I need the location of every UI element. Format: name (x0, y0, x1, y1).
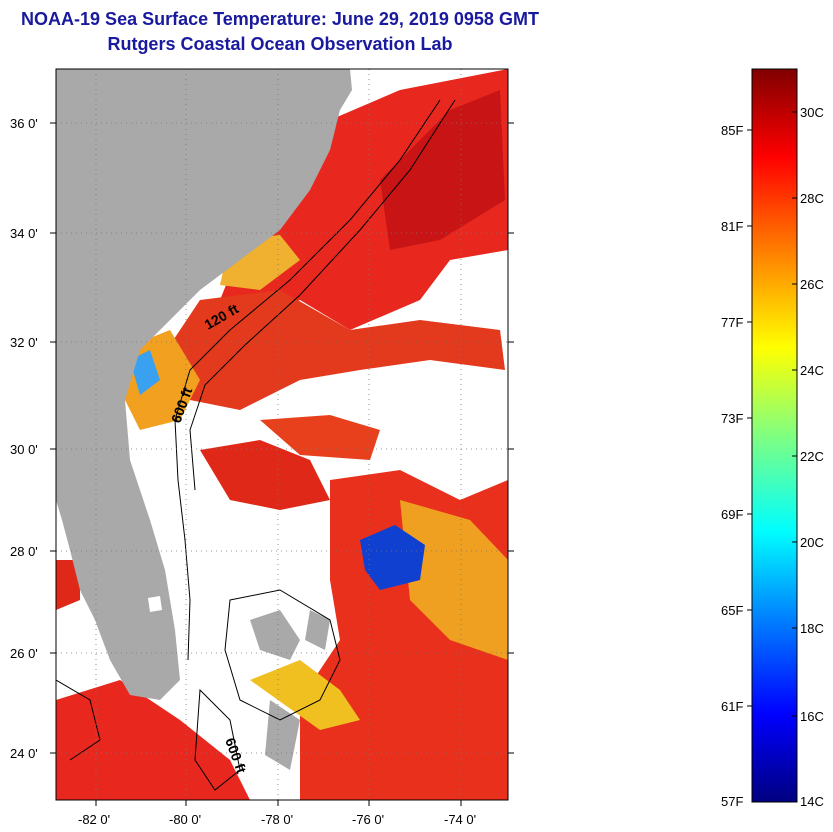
colorbar-gradient (751, 68, 798, 803)
colorbar: 85F 81F 77F 73F 69F 65F 61F 57F 30C 28C … (721, 68, 824, 809)
map-subtitle: Rutgers Coastal Ocean Observation Lab (107, 34, 453, 54)
celsius-label: 18C (800, 621, 824, 636)
sst-field (56, 69, 508, 800)
celsius-label: 22C (800, 449, 824, 464)
fahrenheit-label: 61F (721, 699, 743, 714)
land (56, 69, 352, 770)
map-title: NOAA-19 Sea Surface Temperature: June 29… (21, 9, 539, 29)
colorbar-ticks (747, 111, 797, 717)
fahrenheit-label: 85F (721, 123, 743, 138)
lon-label: -82 0' (78, 812, 110, 827)
colorbar-celsius-labels: 30C 28C 26C 24C 22C 20C 18C 16C 14C (800, 105, 824, 809)
axis-ticks (50, 122, 514, 806)
graticule (56, 69, 508, 800)
fahrenheit-label: 69F (721, 507, 743, 522)
lon-label: -78 0' (261, 812, 293, 827)
lat-label: 32 0' (10, 335, 38, 350)
celsius-label: 14C (800, 794, 824, 809)
lat-label: 24 0' (10, 746, 38, 761)
fahrenheit-label: 65F (721, 603, 743, 618)
isobaths (56, 99, 456, 791)
longitude-labels: -82 0' -80 0' -78 0' -76 0' -74 0' (78, 812, 476, 827)
fahrenheit-label: 73F (721, 411, 743, 426)
lat-label: 36 0' (10, 116, 38, 131)
map-area: 120 ft 600 ft 600 ft (56, 69, 508, 800)
latitude-labels: 36 0' 34 0' 32 0' 30 0' 28 0' 26 0' 24 0… (10, 116, 38, 761)
lat-label: 34 0' (10, 226, 38, 241)
celsius-label: 24C (800, 363, 824, 378)
fahrenheit-label: 57F (721, 794, 743, 809)
celsius-label: 26C (800, 277, 824, 292)
celsius-label: 30C (800, 105, 824, 120)
lon-label: -76 0' (352, 812, 384, 827)
lon-label: -74 0' (444, 812, 476, 827)
celsius-label: 16C (800, 709, 824, 724)
fahrenheit-label: 77F (721, 315, 743, 330)
fahrenheit-label: 81F (721, 219, 743, 234)
lat-label: 30 0' (10, 442, 38, 457)
lon-label: -80 0' (169, 812, 201, 827)
map-frame (55, 68, 509, 801)
celsius-label: 28C (800, 191, 824, 206)
lat-label: 26 0' (10, 646, 38, 661)
colorbar-fahrenheit-labels: 85F 81F 77F 73F 69F 65F 61F 57F (721, 123, 743, 809)
lat-label: 28 0' (10, 544, 38, 559)
celsius-label: 20C (800, 535, 824, 550)
